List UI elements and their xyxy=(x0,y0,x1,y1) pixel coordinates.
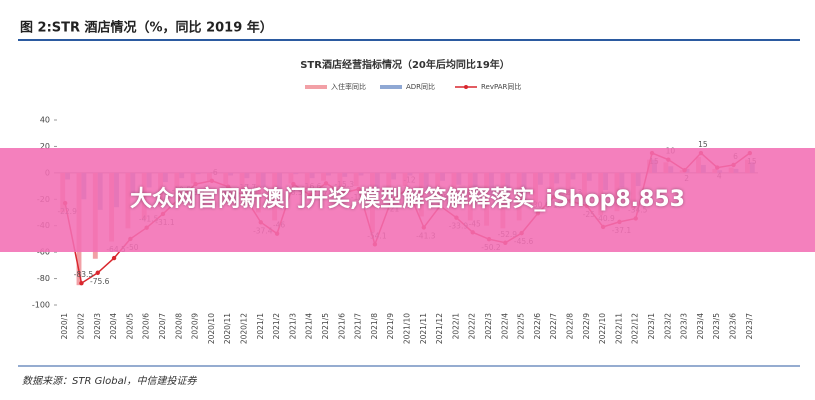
x-tick-label: 2021/12 xyxy=(435,313,444,344)
x-tick-label: 2021/10 xyxy=(403,313,412,344)
x-tick-label: 2021/7 xyxy=(354,313,363,340)
x-tick-label: 2020/3 xyxy=(93,313,102,340)
y-tick-label: -60 xyxy=(37,248,50,257)
legend-label: ADR同比 xyxy=(406,82,435,91)
x-tick-label: 2020/4 xyxy=(109,313,118,340)
x-tick-label: 2020/5 xyxy=(125,313,134,340)
x-tick-label: 2021/5 xyxy=(321,313,330,340)
x-tick-label: 2022/12 xyxy=(631,313,640,344)
overlay-banner: 大众网官网新澳门开奖,模型解答解释落实_iShop8.853 xyxy=(0,148,815,252)
x-tick-label: 2022/3 xyxy=(484,313,493,340)
x-tick-label: 2022/9 xyxy=(582,313,591,340)
x-tick-label: 2020/10 xyxy=(207,313,216,344)
x-tick-label: 2023/4 xyxy=(696,313,705,340)
y-tick-label: 40 xyxy=(40,116,50,125)
line-marker xyxy=(79,280,84,286)
x-tick-label: 2020/11 xyxy=(223,313,232,344)
y-tick-label: -80 xyxy=(37,274,50,283)
x-tick-label: 2020/9 xyxy=(191,313,200,340)
x-tick-label: 2021/6 xyxy=(337,313,346,340)
line-marker xyxy=(95,270,100,275)
x-tick-label: 2020/2 xyxy=(76,313,85,340)
x-tick-label: 2021/3 xyxy=(288,313,297,340)
x-tick-label: 2023/6 xyxy=(729,313,738,340)
x-tick-label: 2021/2 xyxy=(272,313,281,340)
legend-swatch xyxy=(464,85,468,89)
x-tick-label: 2021/9 xyxy=(386,313,395,340)
legend-swatch xyxy=(380,85,402,89)
x-tick-label: 2021/8 xyxy=(370,313,379,340)
x-tick-label: 2021/4 xyxy=(305,313,314,340)
y-tick-label: -100 xyxy=(32,301,50,310)
x-tick-label: 2021/11 xyxy=(419,313,428,344)
chart-title: STR酒店经营指标情况（20年后均同比19年） xyxy=(300,58,510,71)
x-tick-label: 2022/4 xyxy=(500,313,509,340)
x-tick-label: 2023/5 xyxy=(712,313,721,340)
x-tick-label: 2022/5 xyxy=(517,313,526,340)
line-marker xyxy=(111,255,117,261)
x-tick-label: 2022/6 xyxy=(533,313,542,340)
legend-label: 入住率同比 xyxy=(331,82,366,91)
data-label: -83.5 xyxy=(74,270,94,279)
x-tick-label: 2022/11 xyxy=(614,313,623,344)
data-label: 15 xyxy=(698,140,708,149)
legend-label: RevPAR同比 xyxy=(481,82,521,91)
data-label: -75.6 xyxy=(90,277,110,286)
x-tick-label: 2020/6 xyxy=(142,313,151,340)
x-tick-label: 2022/2 xyxy=(468,313,477,340)
x-tick-label: 2020/7 xyxy=(158,313,167,340)
y-tick-label: 20 xyxy=(40,142,50,151)
x-tick-label: 2023/3 xyxy=(680,313,689,340)
x-tick-label: 2023/2 xyxy=(663,313,672,340)
x-tick-label: 2020/1 xyxy=(60,313,69,340)
x-tick-label: 2020/8 xyxy=(174,313,183,340)
x-tick-label: 2022/8 xyxy=(566,313,575,340)
x-tick-label: 2023/7 xyxy=(745,313,754,340)
x-tick-label: 2021/1 xyxy=(256,313,265,340)
x-tick-label: 2022/10 xyxy=(598,313,607,344)
source-note: 数据来源：STR Global，中信建投证券 xyxy=(22,375,197,387)
figure-title: 图 2:STR 酒店情况（%，同比 2019 年） xyxy=(20,20,273,36)
x-tick-label: 2022/7 xyxy=(549,313,558,340)
legend-swatch xyxy=(305,85,327,89)
x-tick-label: 2020/12 xyxy=(239,313,248,344)
x-tick-label: 2023/1 xyxy=(647,313,656,340)
x-tick-label: 2022/1 xyxy=(451,313,460,340)
